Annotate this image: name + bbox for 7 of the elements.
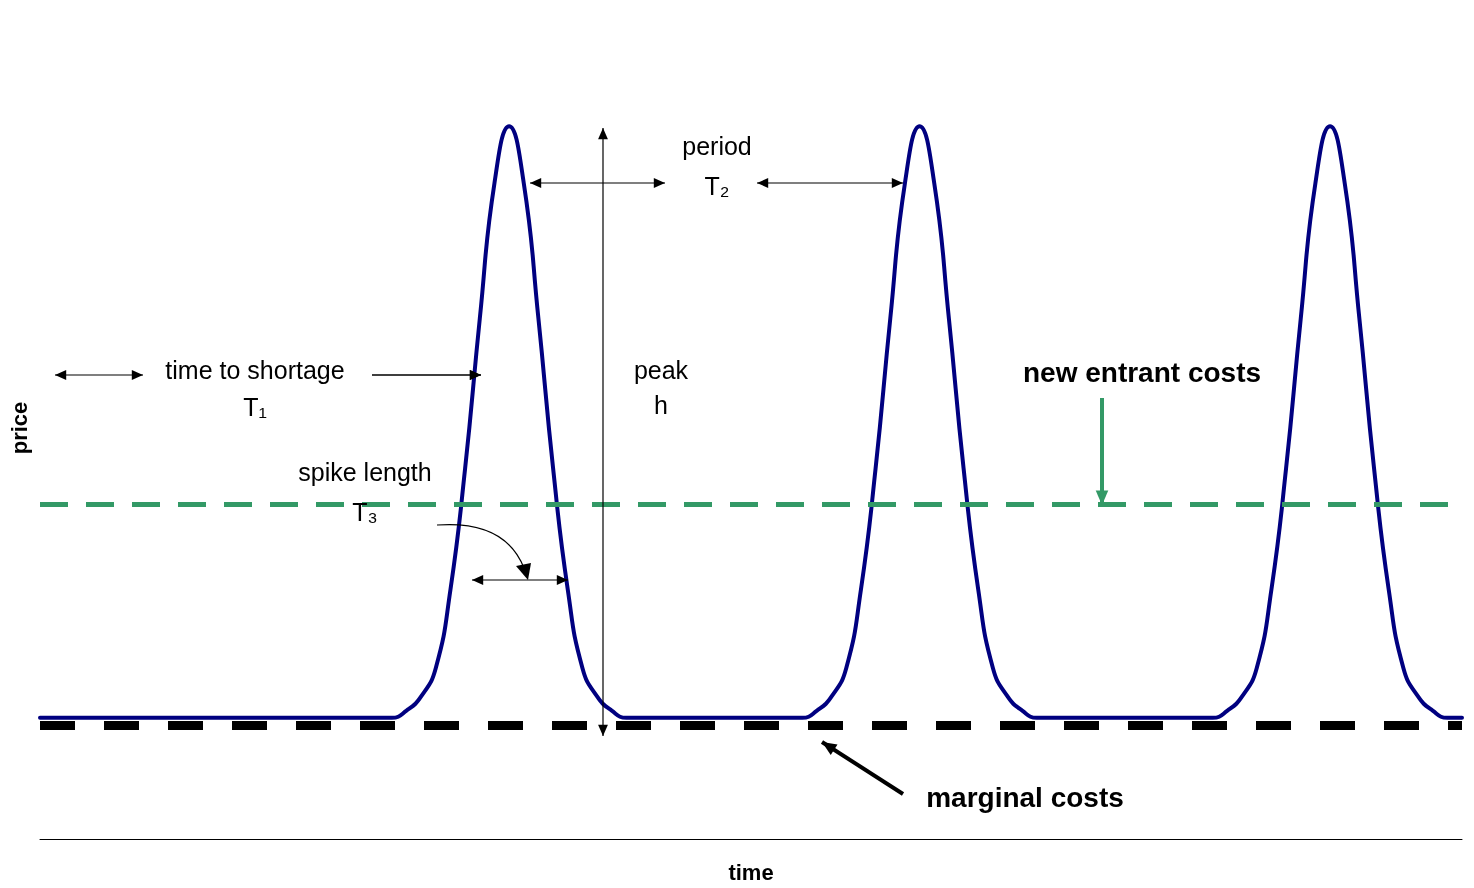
x-axis-title: time xyxy=(728,859,774,885)
annotation: peak h xyxy=(633,355,689,419)
annotation: period T₂ xyxy=(682,131,752,200)
annotation: new entrant costs xyxy=(1022,357,1262,389)
annotation: marginal costs xyxy=(926,782,1124,814)
annotation: time to shortage T₁ xyxy=(165,355,345,421)
y-axis-title: price xyxy=(7,401,32,455)
